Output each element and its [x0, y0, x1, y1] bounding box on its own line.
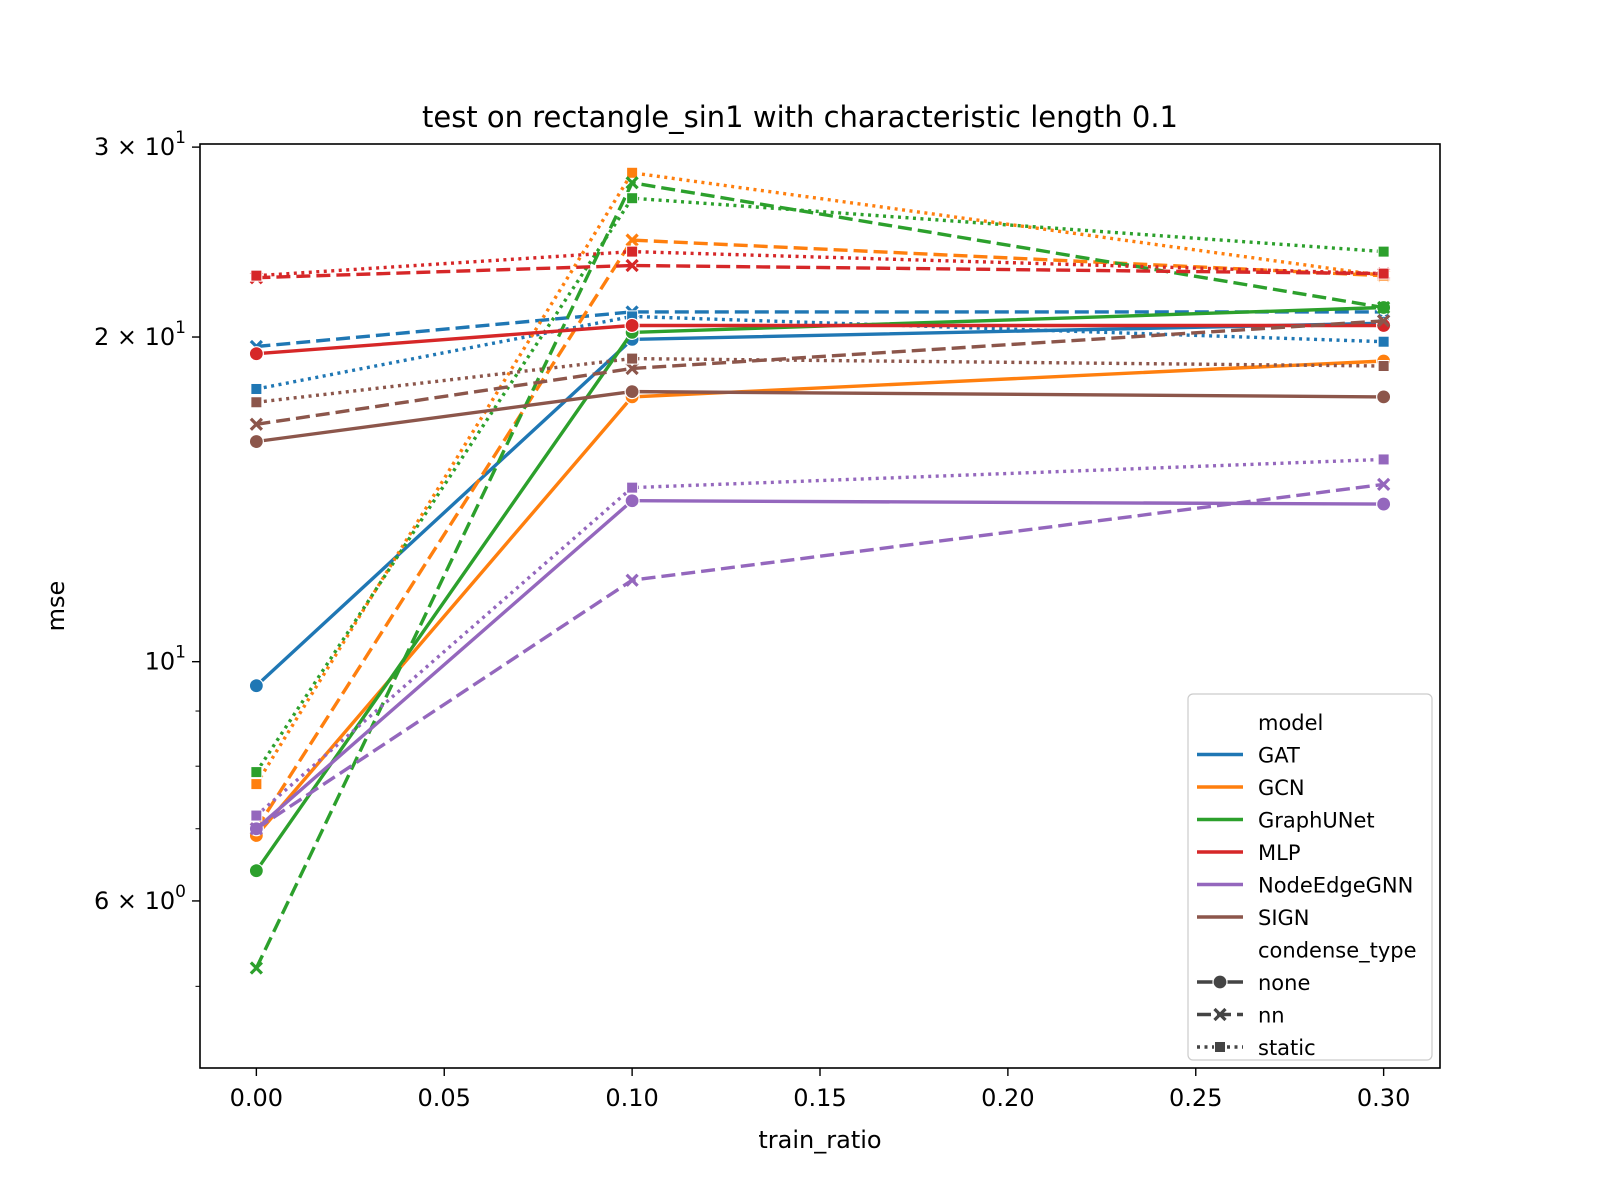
data-point — [1377, 300, 1391, 315]
data-point — [626, 352, 639, 365]
series-mlp-none — [248, 317, 1392, 362]
x-tick-label: 0.05 — [418, 1084, 471, 1112]
series-line — [254, 238, 1384, 830]
data-point — [250, 809, 263, 822]
series-sign-none — [248, 384, 1392, 450]
data-point — [625, 573, 639, 587]
data-point — [624, 493, 640, 509]
data-point — [625, 176, 639, 190]
series-mlp-static — [250, 245, 1390, 282]
data-point — [626, 192, 639, 205]
series-sign-nn — [249, 314, 1391, 431]
legend-style-marker-nn — [1213, 1007, 1227, 1022]
legend-entry-nodeedgegnn: NodeEdgeGNN — [1258, 874, 1413, 898]
y-tick-label: 3 × 101 — [94, 128, 186, 161]
legend-box — [1187, 693, 1433, 1061]
data-point — [250, 382, 263, 395]
series-layer — [248, 166, 1392, 975]
data-point — [626, 166, 639, 179]
chart-title: test on rectangle_sin1 with characterist… — [422, 100, 1178, 134]
y-axis: 6 × 100 101 2 × 101 3 × 101 — [94, 128, 200, 987]
legend-title-model: model — [1258, 711, 1323, 735]
y-tick-label: 101 — [145, 643, 186, 676]
series-nodeedgegnn-static — [250, 453, 1390, 822]
series-line — [256, 319, 1384, 426]
series-nodeedgegnn-nn — [249, 477, 1391, 836]
legend-style-marker-static — [1214, 1041, 1226, 1053]
x-tick-label: 0.20 — [981, 1084, 1034, 1112]
data-point — [1377, 314, 1391, 328]
series-line — [254, 196, 1384, 774]
x-tick-label: 0.15 — [793, 1084, 846, 1112]
series-line — [256, 356, 1384, 404]
data-point — [625, 258, 639, 273]
data-point — [624, 317, 640, 334]
legend-entry-nn: nn — [1258, 1004, 1285, 1028]
series-graphunet-static — [250, 192, 1390, 779]
data-point — [249, 417, 263, 431]
data-point — [248, 678, 264, 694]
x-tick-label: 0.00 — [230, 1084, 283, 1112]
legend-entry-sign: SIGN — [1258, 906, 1310, 930]
legend-style-marker-none — [1212, 974, 1228, 990]
data-point — [626, 245, 639, 258]
legend-entry-none: none — [1258, 971, 1310, 995]
data-point — [249, 822, 263, 836]
x-tick-label: 0.25 — [1169, 1084, 1222, 1112]
data-point — [624, 384, 640, 400]
legend-entry-gat: GAT — [1258, 744, 1300, 768]
x-axis-label: train_ratio — [758, 1126, 881, 1154]
data-point — [249, 961, 263, 975]
y-tick-label: 2 × 101 — [94, 318, 186, 351]
legend-entry-graphunet: GraphUNet — [1258, 809, 1375, 833]
x-tick-label: 0.10 — [605, 1084, 658, 1112]
data-point — [250, 396, 263, 409]
data-point — [625, 233, 639, 247]
legend-title-condense-type: condense_type — [1258, 939, 1417, 964]
series-line — [255, 457, 1384, 817]
data-point — [248, 346, 264, 362]
data-point — [248, 863, 264, 879]
series-line — [256, 263, 1384, 280]
legend-entry-gcn: GCN — [1258, 776, 1305, 800]
data-point — [626, 481, 639, 494]
data-point — [1377, 335, 1390, 348]
legend-entry-mlp: MLP — [1258, 841, 1300, 865]
x-axis: 0.00 0.05 0.10 0.15 0.20 0.25 0.30 — [230, 1068, 1410, 1112]
data-point — [1377, 245, 1390, 258]
data-point — [1376, 389, 1392, 405]
data-point — [625, 361, 639, 376]
data-point — [250, 766, 263, 779]
legend-entry-static: static — [1258, 1036, 1316, 1060]
series-line — [254, 171, 1384, 785]
y-axis-label: mse — [42, 581, 70, 632]
series-line — [256, 310, 1384, 349]
series-sign-static — [250, 352, 1390, 409]
y-tick-label: 6 × 100 — [94, 882, 186, 915]
data-point — [250, 269, 263, 282]
data-point — [1377, 360, 1390, 373]
data-point — [1377, 267, 1390, 280]
data-point — [248, 433, 264, 450]
data-point — [250, 778, 263, 791]
data-point — [1377, 477, 1391, 492]
legend: model GAT GCN GraphUNet MLP NodeEdgeGNN SIGN co… — [1187, 693, 1433, 1061]
data-point — [1377, 453, 1390, 466]
data-point — [1376, 496, 1392, 512]
x-tick-label: 0.30 — [1357, 1084, 1410, 1112]
